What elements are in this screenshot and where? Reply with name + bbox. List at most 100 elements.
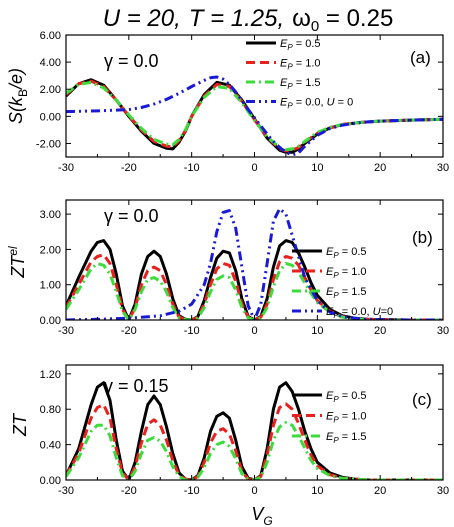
legend-sub: P (287, 102, 293, 111)
panel-label: (b) (412, 228, 433, 247)
legend-u: U (327, 97, 335, 109)
legend-entry: EP = 0.0, U=0 (326, 306, 393, 320)
legend-sub: P (333, 251, 339, 260)
y-tick-label: 1.00 (40, 280, 61, 292)
x-tick-label: 0 (251, 325, 257, 337)
legend-entry: EP = 1.5 (326, 431, 367, 445)
legend-rest: = 1.5 (293, 77, 321, 89)
series-group (66, 207, 443, 320)
legend-entry: EP = 1.5 (280, 77, 321, 91)
y-tick-label: 2.00 (40, 244, 61, 256)
x-tick-label: -30 (58, 325, 74, 337)
series-line-3 (66, 421, 443, 480)
legend-e: E (280, 58, 288, 70)
x-tick-label: 0 (251, 162, 257, 174)
legend-rest: = 1.0 (339, 411, 367, 423)
title-omega-rest: = 0.25 (319, 5, 393, 32)
y-tick-label: 3.00 (40, 209, 61, 221)
series-group (66, 75, 443, 157)
panels: -30 -20 -10 0 10 20 30 -2.00 0.00 2.00 4.00 6.00 γ =… (6, 30, 449, 497)
legend-e: E (280, 97, 288, 109)
legend-entry: EP = 0.5 (280, 38, 321, 52)
legend-rest: = 1.5 (339, 286, 367, 298)
x-tick-label: -10 (184, 485, 200, 497)
x-axis-label-sub: G (263, 514, 272, 527)
series-line-4 (66, 75, 443, 157)
legend-entry: EP = 1.0 (326, 411, 367, 425)
title-u: U = 20, (103, 5, 181, 32)
panel-1: -30 -20 -10 0 10 20 30 -2.00 0.00 2.00 4.00 6.00 γ =… (6, 30, 449, 174)
series-line-3 (66, 80, 443, 151)
legend-entry: EP = 1.0 (280, 58, 321, 72)
y-axis-label-sup: el (6, 246, 20, 256)
legend-e: E (326, 286, 334, 298)
legend-e: E (326, 266, 334, 278)
legend-sub: P (287, 63, 293, 72)
legend-sub: P (333, 436, 339, 445)
legend-e: E (326, 306, 334, 318)
y-tick-label: 0.80 (40, 404, 61, 416)
series-line-1 (66, 381, 443, 480)
y-tick-label: 1.20 (40, 369, 61, 381)
y-axis-label: ZT (10, 412, 30, 437)
title-t: T = 1.25, (189, 5, 284, 32)
legend-sub: P (287, 43, 293, 52)
x-tick-label: 20 (374, 162, 386, 174)
y-axis-label-rest: /e) (6, 68, 26, 91)
x-tick-label: 20 (374, 485, 386, 497)
legend-entry: EP = 0.0, U = 0 (280, 97, 353, 111)
legend-entry: EP = 1.0 (326, 266, 367, 280)
y-tick-label: 0.00 (40, 475, 61, 487)
x-tick-label: -10 (184, 162, 200, 174)
panel-label: (a) (410, 48, 431, 67)
legend-entry: EP = 1.5 (326, 286, 367, 300)
x-tick-label: -20 (121, 485, 137, 497)
x-tick-label: -30 (58, 485, 74, 497)
y-axis-label-main: S(k (6, 96, 26, 124)
gamma-annotation: γ = 0.15 (104, 376, 169, 396)
legend-rest2: =0 (381, 306, 394, 318)
legend-entry: EP = 0.5 (326, 390, 367, 404)
legend-sub: P (333, 271, 339, 280)
gamma-annotation: γ = 0.0 (104, 206, 159, 226)
y-tick-label: 4.00 (40, 57, 61, 69)
legend-sub: P (333, 395, 339, 404)
legend-sub: P (333, 291, 339, 300)
legend-e: E (280, 77, 288, 89)
x-axis-label: VG (251, 504, 272, 527)
y-tick-label: 6.00 (40, 30, 61, 42)
legend-entry: EP = 0.5 (326, 246, 367, 260)
legend-rest: = 1.0 (293, 58, 321, 70)
y-tick-label: 2.00 (40, 84, 61, 96)
x-tick-label: 10 (311, 485, 323, 497)
x-tick-label: 30 (437, 325, 449, 337)
title-omega: ω (292, 5, 311, 32)
y-axis-label-main: ZT (10, 412, 30, 437)
y-tick-label: -2.00 (36, 138, 61, 150)
legend-sub: P (333, 416, 339, 425)
legend-e: E (280, 38, 288, 50)
x-tick-label: -10 (184, 325, 200, 337)
x-tick-label: 20 (374, 325, 386, 337)
y-axis-label-main: ZT (8, 254, 28, 279)
legend-rest: = 0.0, (339, 306, 373, 318)
legend-e: E (326, 390, 334, 402)
x-tick-label: -20 (121, 325, 137, 337)
series-line-2 (66, 402, 443, 480)
x-tick-label: 10 (311, 162, 323, 174)
legend-e: E (326, 411, 334, 423)
legend-rest: = 1.0 (339, 266, 367, 278)
x-tick-label: 10 (311, 325, 323, 337)
panel-3: -30 -20 -10 0 10 20 30 0.00 0.40 0.80 1.20 γ = 0.15… (10, 364, 449, 497)
y-tick-label: 0.00 (40, 111, 61, 123)
y-tick-label: 0.40 (40, 440, 61, 452)
x-axis-label-main: V (251, 504, 265, 524)
series-line-2 (66, 79, 443, 153)
series-line-1 (66, 78, 443, 154)
panel-label: (c) (412, 390, 432, 409)
series-group (66, 381, 443, 480)
y-axis-label: ZTel (6, 246, 28, 279)
legend-u: U (373, 306, 381, 318)
legend-sub: P (333, 311, 339, 320)
